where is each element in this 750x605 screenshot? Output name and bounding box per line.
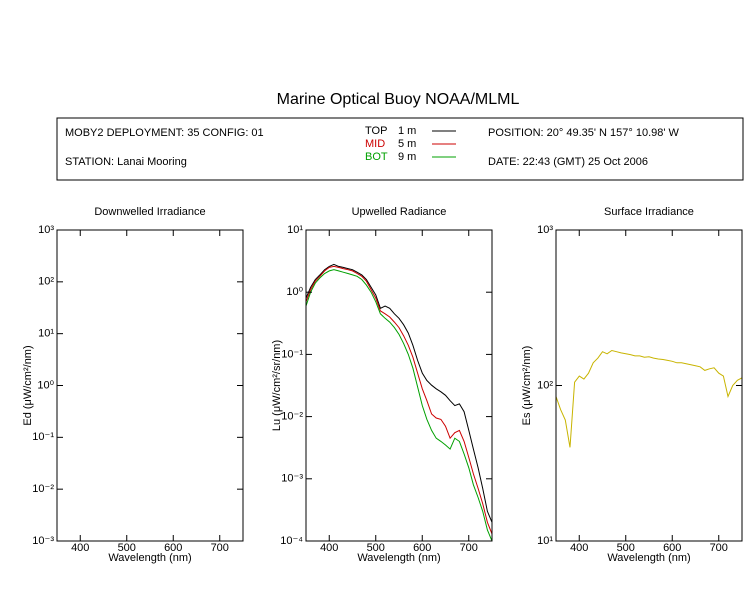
y-tick-label: 10²	[38, 276, 54, 288]
x-axis-label: Wavelength (nm)	[108, 552, 191, 564]
y-tick-label: 10²	[537, 379, 553, 391]
legend-depth: 5 m	[398, 138, 416, 150]
x-tick-label: 400	[71, 542, 89, 554]
x-tick-label: 600	[164, 542, 182, 554]
y-axis-label: Es (μW/cm²/nm)	[521, 346, 533, 426]
y-tick-label: 10¹	[537, 535, 553, 547]
y-axis-label: Ed (μW/cm²/nm)	[22, 345, 34, 425]
y-tick-label: 10⁻¹	[281, 348, 303, 360]
x-tick-label: 600	[413, 542, 431, 554]
position: POSITION: 20° 49.35' N 157° 10.98' W	[488, 127, 680, 139]
legend-name: TOP	[365, 125, 387, 137]
y-axis-label: Lu (μW/cm²/sr/nm)	[271, 340, 283, 431]
x-tick-label: 700	[460, 542, 478, 554]
y-tick-label: 10⁻²	[32, 483, 54, 495]
deployment: MOBY2 DEPLOYMENT: 35 CONFIG: 01	[65, 127, 264, 139]
plot-title: Surface Irradiance	[604, 206, 694, 218]
plot-title: Upwelled Radiance	[352, 206, 447, 218]
y-tick-label: 10⁻³	[281, 473, 303, 485]
x-tick-label: 700	[710, 542, 728, 554]
series-line	[306, 265, 492, 535]
y-tick-label: 10⁰	[37, 379, 54, 391]
x-axis-label: Wavelength (nm)	[607, 552, 690, 564]
legend-depth: 1 m	[398, 125, 416, 137]
plot-frame	[555, 229, 743, 542]
x-tick-label: 600	[663, 542, 681, 554]
y-tick-label: 10³	[537, 224, 553, 236]
x-tick-label: 400	[320, 542, 338, 554]
date: DATE: 22:43 (GMT) 25 Oct 2006	[488, 156, 648, 168]
y-tick-label: 10¹	[287, 224, 303, 236]
x-tick-label: 500	[367, 542, 385, 554]
x-tick-label: 700	[211, 542, 229, 554]
info-box	[56, 117, 744, 181]
x-tick-label: 500	[118, 542, 136, 554]
series-line	[306, 269, 492, 541]
x-tick-label: 400	[570, 542, 588, 554]
y-tick-label: 10⁰	[286, 286, 303, 298]
y-tick-label: 10⁻⁴	[280, 535, 303, 547]
legend-name: MID	[365, 138, 385, 150]
y-tick-label: 10⁻¹	[32, 431, 54, 443]
plot-frame	[305, 229, 493, 542]
series-line	[306, 263, 492, 523]
legend-depth: 9 m	[398, 151, 416, 163]
figure-title: Marine Optical Buoy NOAA/MLML	[277, 91, 520, 108]
plot-frame	[56, 229, 244, 542]
x-tick-label: 500	[617, 542, 635, 554]
station: STATION: Lanai Mooring	[65, 156, 187, 168]
x-axis-label: Wavelength (nm)	[357, 552, 440, 564]
legend-name: BOT	[365, 151, 388, 163]
y-tick-label: 10³	[38, 224, 54, 236]
plot-title: Downwelled Irradiance	[94, 206, 205, 218]
y-tick-label: 10⁻³	[32, 535, 54, 547]
y-tick-label: 10¹	[38, 328, 54, 340]
series-line	[556, 349, 742, 448]
y-tick-label: 10⁻²	[281, 411, 303, 423]
